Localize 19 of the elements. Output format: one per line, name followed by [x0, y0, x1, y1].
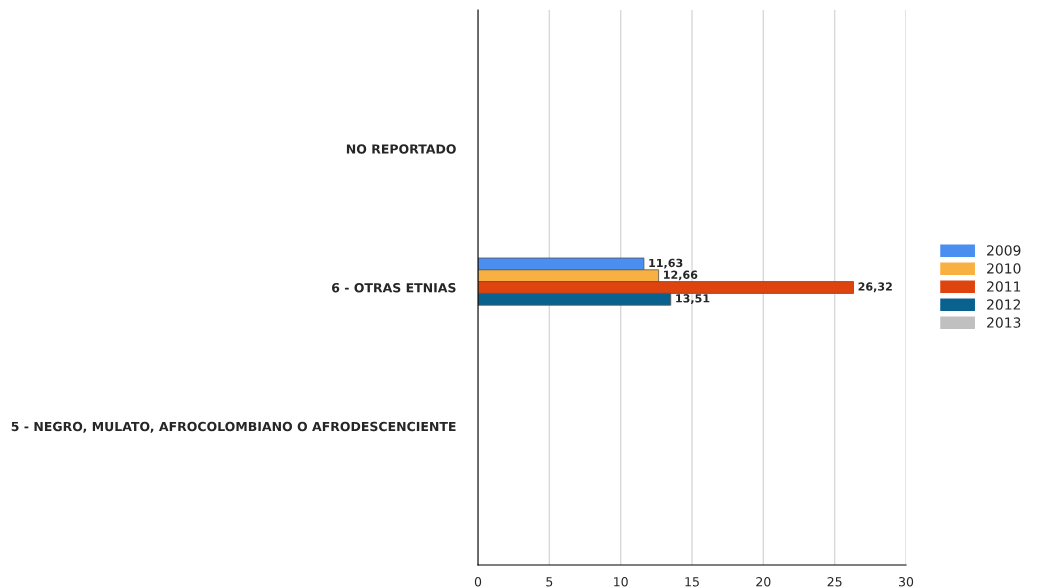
x-tick-label: 0	[474, 577, 482, 587]
data-label: 12,66	[664, 270, 698, 281]
x-tick-label: 30	[899, 577, 914, 587]
y-tick-label: 6 - OTRAS ETNIAS	[332, 282, 456, 293]
x-tick-label: 25	[827, 577, 842, 587]
legend-label: 2013	[987, 317, 1021, 328]
legend-label: 2012	[987, 299, 1021, 310]
legend-label: 2011	[987, 281, 1021, 292]
x-tick-label: 20	[756, 577, 771, 587]
y-tick-label: 5 - NEGRO, MULATO, AFROCOLOMBIANO O AFRODESCENCIENTE	[11, 421, 456, 433]
data-label: 13,51	[676, 294, 710, 304]
legend-label: 2010	[987, 263, 1021, 274]
x-tick-label: 5	[546, 577, 553, 587]
data-label: 11,63	[649, 258, 683, 269]
x-tick-label: 15	[685, 577, 699, 587]
data-label: 26,32	[858, 282, 892, 293]
x-tick-label: 10	[614, 577, 628, 587]
legend-label: 2009	[987, 245, 1021, 256]
y-tick-label: NO REPORTADO	[346, 144, 456, 154]
